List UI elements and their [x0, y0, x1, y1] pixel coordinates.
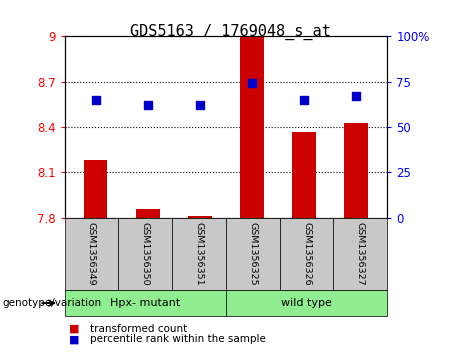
- Text: percentile rank within the sample: percentile rank within the sample: [90, 334, 266, 344]
- Point: [144, 102, 152, 108]
- Point: [92, 97, 100, 103]
- Text: Hpx- mutant: Hpx- mutant: [110, 298, 180, 308]
- Text: GSM1356351: GSM1356351: [195, 222, 203, 286]
- Text: GSM1356349: GSM1356349: [87, 222, 96, 286]
- Text: GDS5163 / 1769048_s_at: GDS5163 / 1769048_s_at: [130, 24, 331, 40]
- Bar: [136, 209, 160, 218]
- Text: GSM1356350: GSM1356350: [141, 222, 150, 286]
- Bar: [84, 160, 107, 218]
- Point: [196, 102, 204, 108]
- Bar: [188, 216, 212, 218]
- Text: transformed count: transformed count: [90, 323, 187, 334]
- Text: wild type: wild type: [281, 298, 332, 308]
- Point: [300, 97, 307, 103]
- Text: GSM1356325: GSM1356325: [248, 222, 257, 286]
- Text: GSM1356326: GSM1356326: [302, 222, 311, 286]
- Point: [352, 93, 360, 99]
- Text: ■: ■: [69, 334, 80, 344]
- Text: ■: ■: [69, 323, 80, 334]
- Bar: [240, 36, 264, 218]
- Bar: [292, 131, 316, 218]
- Point: [248, 81, 255, 86]
- Bar: [344, 122, 368, 218]
- Text: GSM1356327: GSM1356327: [356, 222, 365, 286]
- Text: genotype/variation: genotype/variation: [2, 298, 101, 308]
